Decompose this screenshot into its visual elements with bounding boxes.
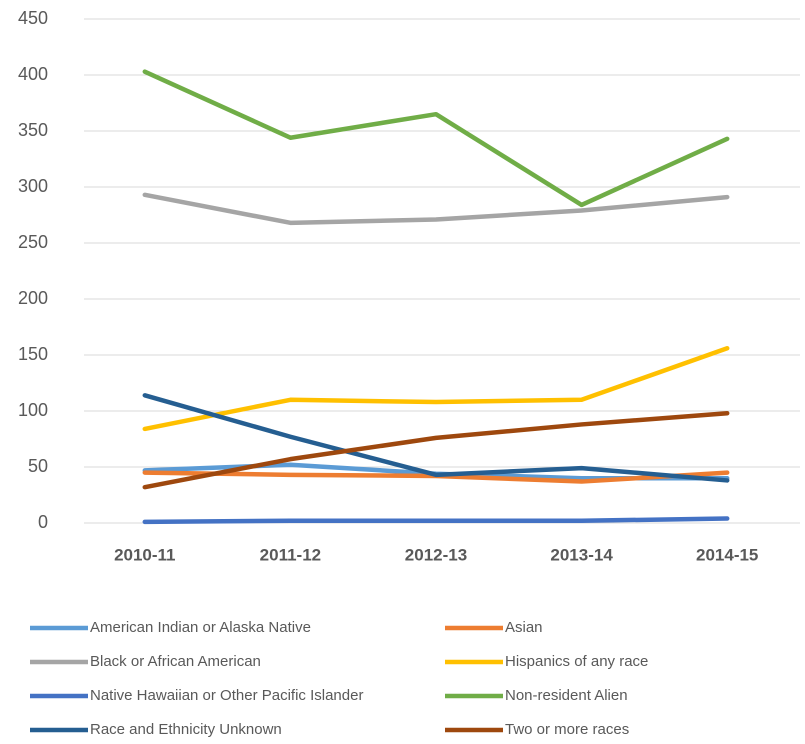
legend-label: American Indian or Alaska Native: [90, 619, 311, 636]
y-tick-label: 50: [28, 456, 48, 476]
y-tick-label: 400: [18, 64, 48, 84]
legend-label: Race and Ethnicity Unknown: [90, 721, 282, 738]
legend-label: Non-resident Alien: [505, 687, 628, 704]
legend-label: Asian: [505, 619, 543, 636]
y-tick-label: 0: [38, 512, 48, 532]
y-tick-label: 350: [18, 120, 48, 140]
series-line: [142, 192, 730, 226]
x-tick-label: 2014-15: [696, 545, 758, 564]
y-tick-label: 250: [18, 232, 48, 252]
series-line: [142, 346, 730, 432]
series-line: [142, 516, 730, 525]
series-line: [142, 393, 730, 483]
legend-label: Black or African American: [90, 653, 261, 670]
x-tick-label: 2012-13: [405, 545, 467, 564]
series-line: [142, 410, 730, 490]
x-tick-label: 2010-11: [114, 545, 175, 564]
y-tick-label: 450: [18, 8, 48, 28]
x-tick-label: 2011-12: [260, 545, 321, 564]
y-tick-label: 100: [18, 400, 48, 420]
y-tick-label: 200: [18, 288, 48, 308]
y-tick-label: 150: [18, 344, 48, 364]
x-tick-label: 2013-14: [550, 545, 613, 564]
y-tick-label: 300: [18, 176, 48, 196]
legend-label: Native Hawaiian or Other Pacific Islande…: [90, 687, 363, 704]
series-line: [142, 69, 730, 208]
legend-label: Hispanics of any race: [505, 653, 648, 670]
legend-label: Two or more races: [505, 721, 629, 738]
